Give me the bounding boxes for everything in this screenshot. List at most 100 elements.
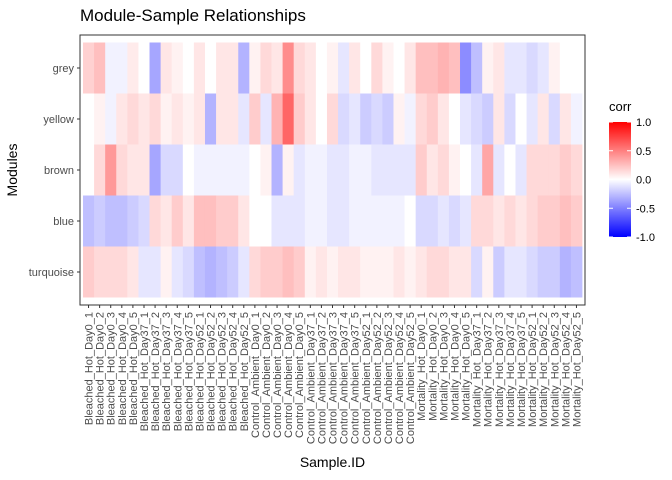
x-tick-label: Bleached_Hot_Day37_3	[161, 312, 173, 431]
x-tick-label: Bleached_Hot_Day37_1	[139, 312, 151, 431]
heatmap-cell	[138, 144, 150, 196]
heatmap-cell	[415, 246, 428, 298]
heatmap-cell	[160, 195, 173, 247]
x-tick-label: Mortality_Hot_Day52_1	[527, 312, 539, 427]
heatmap-cell	[171, 195, 184, 247]
heatmap-cell	[238, 195, 250, 247]
heatmap-cell	[160, 144, 173, 196]
x-tick-label: Bleached_Hot_Day52_3	[217, 312, 229, 431]
x-tick-label: Bleached_Hot_Day0_2	[95, 312, 107, 425]
heatmap-cell	[238, 246, 250, 298]
heatmap-cell	[460, 195, 472, 247]
heatmap-cell	[404, 42, 417, 94]
heatmap-cell	[83, 195, 95, 247]
heatmap-cell	[404, 246, 417, 298]
heatmap-cell	[471, 195, 483, 247]
heatmap-cell	[349, 42, 361, 94]
legend-ticks: 1.0 0.5 0.0 -0.5 -1.0	[609, 117, 655, 244]
heatmap-cell	[193, 93, 206, 145]
x-tick-label: Control_Ambient_Day37_3	[328, 312, 340, 444]
heatmap-cell	[338, 93, 350, 145]
heatmap-cell	[94, 93, 106, 145]
heatmap-cell	[304, 42, 317, 94]
heatmap-cell	[282, 246, 295, 298]
heatmap-cell	[304, 246, 317, 298]
heatmap-cell	[570, 42, 583, 94]
heatmap-cell	[249, 195, 261, 247]
heatmap-cell	[293, 246, 306, 298]
heatmap-cell	[326, 246, 339, 298]
heatmap-cell	[559, 195, 572, 247]
heatmap-cell	[471, 144, 483, 196]
heatmap-cell	[216, 246, 228, 298]
x-tick-label: Bleached_Hot_Day52_4	[228, 312, 240, 431]
heatmap-cell	[238, 93, 250, 145]
heatmap-cell	[482, 246, 494, 298]
heatmap-cell	[404, 195, 417, 247]
heatmap-cell	[315, 246, 328, 298]
x-tick-label: Control_Ambient_Day52_5	[405, 312, 417, 444]
x-tick-label: Control_Ambient_Day37_2	[316, 312, 328, 444]
heatmap-cell	[282, 93, 295, 145]
y-axis-title: Modules	[4, 144, 20, 197]
heatmap-cell	[448, 195, 461, 247]
heatmap-cell	[204, 42, 217, 94]
x-tick-label: Mortality_Hot_Day52_2	[538, 312, 550, 427]
heatmap-cell	[371, 144, 383, 196]
heatmap-cell	[204, 144, 217, 196]
heatmap-cell	[127, 42, 139, 94]
heatmap-cell	[526, 246, 539, 298]
heatmap-cell	[448, 144, 461, 196]
heatmap-cell	[315, 195, 328, 247]
heatmap-cell	[293, 144, 306, 196]
heatmap-cell	[338, 42, 350, 94]
heatmap-cell	[426, 144, 439, 196]
heatmap-cell	[116, 195, 128, 247]
heatmap-cell	[493, 93, 505, 145]
x-tick-label: Control_Ambient_Day37_4	[339, 312, 351, 444]
legend-tick-label: -0.5	[636, 203, 655, 215]
heatmap-cell	[415, 93, 428, 145]
heatmap-cell	[182, 246, 195, 298]
heatmap-cell	[260, 195, 272, 247]
heatmap-cell	[171, 42, 184, 94]
heatmap-cell	[160, 93, 173, 145]
heatmap-cell	[382, 195, 394, 247]
legend-tick-label: -1.0	[636, 232, 655, 244]
heatmap-cell	[448, 42, 461, 94]
heatmap-cell	[260, 246, 272, 298]
heatmap-cell	[271, 144, 283, 196]
heatmap-cell	[182, 42, 195, 94]
heatmap-cell	[304, 144, 317, 196]
heatmap-cell	[193, 195, 206, 247]
heatmap-cell	[127, 246, 139, 298]
heatmap-cell	[382, 93, 394, 145]
heatmap-cell	[193, 246, 206, 298]
x-axis-title: Sample.ID	[300, 454, 365, 470]
heatmap-cell	[304, 93, 317, 145]
heatmap-cell	[315, 93, 328, 145]
heatmap-cell	[482, 42, 494, 94]
heatmap-cell	[304, 195, 317, 247]
x-tick-label: Mortality_Hot_Day52_3	[549, 312, 561, 427]
heatmap-cell	[493, 42, 505, 94]
heatmap-cell	[448, 246, 461, 298]
heatmap-cell	[260, 144, 272, 196]
heatmap-cell	[504, 195, 516, 247]
heatmap-cell	[570, 246, 583, 298]
y-tick-label: turquoise	[29, 267, 74, 279]
heatmap-cell	[493, 144, 505, 196]
legend-title: corr	[609, 99, 632, 114]
x-tick-label: Bleached_Hot_Day0_1	[84, 312, 96, 425]
heatmap-cell	[393, 144, 405, 196]
heatmap-cell	[171, 246, 184, 298]
x-tick-label: Mortality_Hot_Day37_5	[516, 312, 528, 427]
heatmap-cell	[371, 93, 383, 145]
heatmap-cell	[393, 93, 405, 145]
heatmap-cell	[204, 195, 217, 247]
heatmap-cell	[116, 42, 128, 94]
heatmap-cell	[526, 144, 539, 196]
heatmap-cell	[570, 93, 583, 145]
x-tick-label: Control_Ambient_Day37_1	[305, 312, 317, 444]
heatmap-cell	[315, 42, 328, 94]
